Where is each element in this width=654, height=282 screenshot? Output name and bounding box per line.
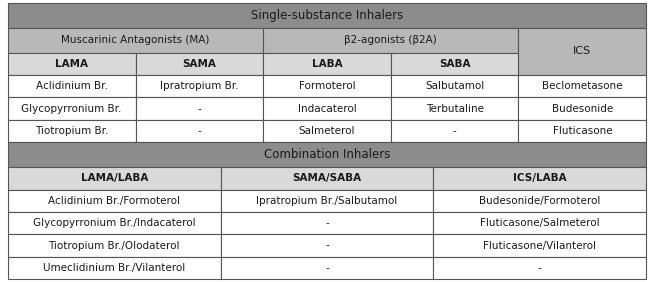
Text: Aclidinium Br.: Aclidinium Br. [36, 81, 108, 91]
Text: -: - [198, 103, 201, 114]
Bar [391, 52, 519, 75]
Text: Fluticasone: Fluticasone [553, 126, 612, 136]
Bar [8, 257, 220, 279]
Bar [135, 120, 263, 142]
Text: ICS/LABA: ICS/LABA [513, 173, 566, 183]
Text: Salbutamol: Salbutamol [425, 81, 484, 91]
Bar [220, 167, 434, 190]
Text: LAMA: LAMA [55, 59, 88, 69]
Text: -: - [538, 263, 542, 273]
Bar [220, 234, 434, 257]
Text: Ipratropium Br./Salbutamol: Ipratropium Br./Salbutamol [256, 196, 398, 206]
Bar [8, 75, 135, 97]
Bar [434, 190, 646, 212]
Text: Glycopyrronium Br.: Glycopyrronium Br. [22, 103, 122, 114]
Text: LABA: LABA [312, 59, 342, 69]
Bar [8, 142, 646, 167]
Bar [434, 167, 646, 190]
Text: Terbutaline: Terbutaline [426, 103, 484, 114]
Text: Tiotropium Br.: Tiotropium Br. [35, 126, 109, 136]
Bar [8, 120, 135, 142]
Bar [391, 97, 519, 120]
Bar [220, 190, 434, 212]
Text: Budesonide/Formoterol: Budesonide/Formoterol [479, 196, 600, 206]
Text: Fluticasone/Salmeterol: Fluticasone/Salmeterol [480, 218, 600, 228]
Text: Single-substance Inhalers: Single-substance Inhalers [251, 9, 403, 22]
Text: Indacaterol: Indacaterol [298, 103, 356, 114]
Bar [8, 97, 135, 120]
Text: Aclidinium Br./Formoterol: Aclidinium Br./Formoterol [48, 196, 181, 206]
Text: -: - [453, 126, 456, 136]
Bar [135, 52, 263, 75]
Bar [220, 212, 434, 234]
Bar [434, 257, 646, 279]
Text: Budesonide: Budesonide [552, 103, 613, 114]
Text: SABA: SABA [439, 59, 470, 69]
Bar [135, 75, 263, 97]
Bar [391, 120, 519, 142]
Text: Combination Inhalers: Combination Inhalers [264, 148, 390, 161]
Bar [8, 190, 220, 212]
Text: Glycopyrronium Br./Indacaterol: Glycopyrronium Br./Indacaterol [33, 218, 196, 228]
Bar [391, 75, 519, 97]
Text: β2-agonists (β2A): β2-agonists (β2A) [345, 35, 438, 45]
Text: Tiotropium Br./Olodaterol: Tiotropium Br./Olodaterol [48, 241, 180, 251]
Text: LAMA/LABA: LAMA/LABA [80, 173, 148, 183]
Text: Umeclidinium Br./Vilanterol: Umeclidinium Br./Vilanterol [43, 263, 185, 273]
Bar [8, 28, 263, 52]
Bar [135, 97, 263, 120]
Text: Ipratropium Br.: Ipratropium Br. [160, 81, 239, 91]
Bar [8, 234, 220, 257]
Text: Fluticasone/Vilanterol: Fluticasone/Vilanterol [483, 241, 596, 251]
Text: -: - [198, 126, 201, 136]
Text: -: - [325, 241, 329, 251]
Text: SAMA: SAMA [182, 59, 216, 69]
Text: Muscarinic Antagonists (MA): Muscarinic Antagonists (MA) [61, 35, 210, 45]
Bar [8, 52, 135, 75]
Bar [519, 97, 646, 120]
Bar [263, 75, 391, 97]
Text: -: - [325, 263, 329, 273]
Text: -: - [325, 218, 329, 228]
Bar [519, 28, 646, 75]
Bar [8, 167, 220, 190]
Bar [519, 120, 646, 142]
Bar [263, 28, 519, 52]
Text: Beclometasone: Beclometasone [542, 81, 623, 91]
Text: SAMA/SABA: SAMA/SABA [292, 173, 362, 183]
Bar [434, 234, 646, 257]
Bar [263, 52, 391, 75]
Bar [8, 212, 220, 234]
Bar [263, 97, 391, 120]
Bar [263, 120, 391, 142]
Bar [434, 212, 646, 234]
Bar [8, 3, 646, 28]
Bar [519, 75, 646, 97]
Text: Formoterol: Formoterol [299, 81, 355, 91]
Bar [220, 257, 434, 279]
Text: Salmeterol: Salmeterol [299, 126, 355, 136]
Text: ICS: ICS [574, 46, 591, 56]
